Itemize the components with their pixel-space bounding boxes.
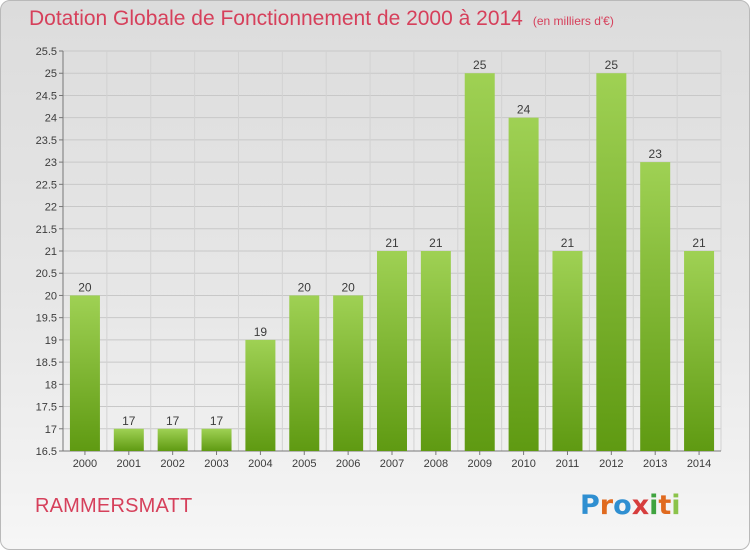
x-tick-label: 2001	[117, 458, 141, 470]
y-tick-label: 17.5	[36, 402, 57, 414]
bar-2002	[157, 428, 188, 451]
data-label: 23	[649, 147, 663, 161]
bar-2012	[596, 73, 627, 451]
data-label: 21	[692, 236, 706, 250]
chart-title-text: Dotation Globale de Fonctionnement de 20…	[29, 7, 523, 30]
data-label: 17	[166, 414, 180, 428]
y-tick-label: 21.5	[36, 224, 57, 236]
data-label: 20	[298, 280, 312, 294]
data-label: 17	[210, 414, 224, 428]
x-tick-label: 2008	[424, 458, 448, 470]
logo-letter: P	[580, 490, 600, 521]
y-tick-label: 25.5	[36, 46, 57, 58]
y-tick-label: 21	[45, 246, 57, 258]
data-label: 21	[385, 236, 399, 250]
bar-2009	[464, 73, 495, 451]
data-label: 19	[254, 325, 268, 339]
bar-2011	[552, 251, 583, 451]
data-label: 25	[605, 58, 619, 72]
y-tick-label: 19	[45, 335, 57, 347]
x-tick-label: 2009	[467, 458, 491, 470]
bar-2008	[420, 251, 451, 451]
bar-2005	[289, 295, 320, 451]
x-tick-label: 2012	[599, 458, 623, 470]
bar-2001	[113, 428, 144, 451]
y-tick-label: 25	[45, 68, 57, 80]
x-tick-label: 2002	[160, 458, 184, 470]
data-label: 20	[78, 280, 92, 294]
x-tick-label: 2007	[380, 458, 404, 470]
chart-unit: (en milliers d'€)	[532, 14, 614, 28]
logo-letter: r	[599, 490, 614, 521]
data-label: 25	[473, 58, 487, 72]
x-tick-label: 2000	[73, 458, 97, 470]
logo-letter: i	[649, 490, 659, 521]
bar-2007	[377, 251, 407, 451]
y-tick-label: 19.5	[36, 313, 57, 325]
data-label: 17	[122, 414, 136, 428]
y-tick-label: 20	[45, 290, 57, 302]
y-tick-label: 18.5	[36, 357, 57, 369]
bar-2000	[69, 295, 100, 451]
commune-name: RAMMERSMATT	[35, 495, 193, 517]
x-tick-label: 2013	[643, 458, 667, 470]
x-tick-label: 2003	[204, 458, 228, 470]
x-tick-label: 2006	[336, 458, 360, 470]
x-tick-label: 2010	[511, 458, 535, 470]
y-tick-label: 24.5	[36, 90, 57, 102]
bars	[69, 73, 715, 452]
bar-2003	[201, 428, 232, 451]
bar-2013	[640, 162, 671, 451]
data-label: 21	[561, 236, 575, 250]
x-tick-label: 2005	[292, 458, 316, 470]
y-tick-label: 24	[45, 113, 57, 125]
data-label: 24	[517, 103, 531, 117]
logo-letter: o	[613, 490, 632, 521]
y-tick-label: 17	[45, 424, 57, 436]
y-tick-label: 22	[45, 202, 57, 214]
y-tick-label: 18	[45, 379, 57, 391]
y-tick-label: 23	[45, 157, 57, 169]
logo-letter: t	[658, 490, 672, 521]
y-tick-label: 16.5	[36, 446, 57, 458]
bar-2006	[333, 295, 364, 451]
x-tick-label: 2004	[248, 458, 272, 470]
logo-letter: x	[631, 490, 650, 521]
x-tick-label: 2014	[687, 458, 711, 470]
y-tick-label: 23.5	[36, 135, 57, 147]
y-tick-label: 20.5	[36, 268, 57, 280]
bar-2010	[508, 117, 539, 452]
logo-letter: i	[671, 490, 681, 521]
labels: 16.5 17 17.5 18 18.5 19 19.5 20 20.5 21 21.5 22 22.5…	[36, 46, 712, 470]
bar-2004	[245, 339, 276, 451]
bar-2014	[684, 251, 715, 451]
proxiti-logo[interactable]: Proxiti	[580, 490, 681, 521]
x-tick-label: 2011	[556, 458, 580, 470]
data-label: 20	[341, 280, 355, 294]
y-tick-label: 22.5	[36, 179, 57, 191]
data-label: 21	[429, 236, 443, 250]
chart-title: Dotation Globale de Fonctionnement de 20…	[29, 7, 614, 31]
